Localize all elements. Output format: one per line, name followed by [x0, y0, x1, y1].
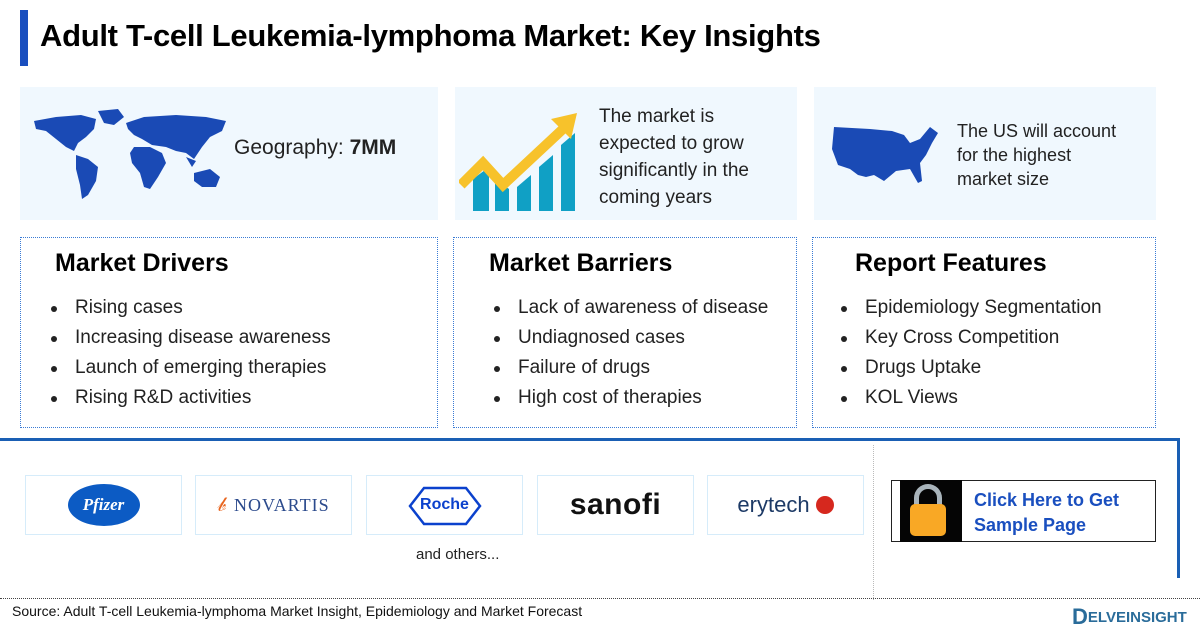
geography-label: Geography: 7MM	[234, 136, 397, 159]
growth-chart-icon	[459, 113, 577, 211]
growth-text: The market is expected to grow significa…	[599, 106, 749, 208]
list-item: Key Cross Competition	[841, 323, 1102, 353]
novartis-logo: 𝒷 NOVARTIS	[195, 475, 352, 535]
market-barriers-box: Market Barriers Lack of awareness of dis…	[453, 237, 797, 428]
drivers-list: Rising cases Increasing disease awarenes…	[51, 293, 331, 413]
barriers-list: Lack of awareness of disease Undiagnosed…	[494, 293, 768, 413]
roche-hexagon-icon	[408, 486, 482, 526]
us-map-icon	[832, 127, 938, 183]
cta-label: Click Here to Get Sample Page	[974, 490, 1120, 535]
sanofi-logo: sanofi	[537, 475, 694, 535]
others-label: and others...	[416, 546, 500, 563]
vertical-separator	[873, 445, 874, 600]
erytech-mark-icon	[815, 496, 834, 514]
unlock-icon	[900, 480, 962, 542]
world-map-icon	[34, 109, 226, 199]
list-item: Launch of emerging therapies	[51, 353, 331, 383]
list-item: High cost of therapies	[494, 383, 768, 413]
report-features-box: Report Features Epidemiology Segmentatio…	[812, 237, 1156, 428]
list-item: Lack of awareness of disease	[494, 293, 768, 323]
list-item: Drugs Uptake	[841, 353, 1102, 383]
market-drivers-box: Market Drivers Rising cases Increasing d…	[20, 237, 438, 428]
us-market-card: The US will account for the highest mark…	[814, 87, 1156, 220]
section-title: Market Drivers	[55, 249, 229, 277]
section-title: Market Barriers	[489, 249, 673, 277]
source-text: Source: Adult T-cell Leukemia-lymphoma M…	[12, 603, 583, 619]
divider-edge	[1177, 438, 1180, 578]
novartis-flame-icon: 𝒷	[217, 493, 226, 516]
footer-divider	[0, 598, 1200, 599]
list-item: Failure of drugs	[494, 353, 768, 383]
pfizer-logo: Pfizer	[25, 475, 182, 535]
list-item: Epidemiology Segmentation	[841, 293, 1102, 323]
us-market-text: The US will account for the highest mark…	[957, 121, 1117, 189]
section-title: Report Features	[855, 249, 1047, 277]
features-list: Epidemiology Segmentation Key Cross Comp…	[841, 293, 1102, 413]
geography-card: Geography: 7MM	[20, 87, 438, 220]
roche-logo: Roche	[366, 475, 523, 535]
erytech-logo: erytech	[707, 475, 864, 535]
geography-value: 7MM	[349, 136, 397, 159]
list-item: Undiagnosed cases	[494, 323, 768, 353]
list-item: KOL Views	[841, 383, 1102, 413]
delveinsight-logo: D ELVEINSIGHT	[1072, 604, 1187, 629]
title-accent-bar	[20, 10, 28, 66]
section-divider	[0, 438, 1178, 441]
get-sample-page-button[interactable]: Click Here to Get Sample Page	[891, 480, 1156, 542]
list-item: Increasing disease awareness	[51, 323, 331, 353]
page-title: Adult T-cell Leukemia-lymphoma Market: K…	[40, 18, 821, 53]
growth-card: The market is expected to grow significa…	[455, 87, 797, 220]
list-item: Rising R&D activities	[51, 383, 331, 413]
list-item: Rising cases	[51, 293, 331, 323]
